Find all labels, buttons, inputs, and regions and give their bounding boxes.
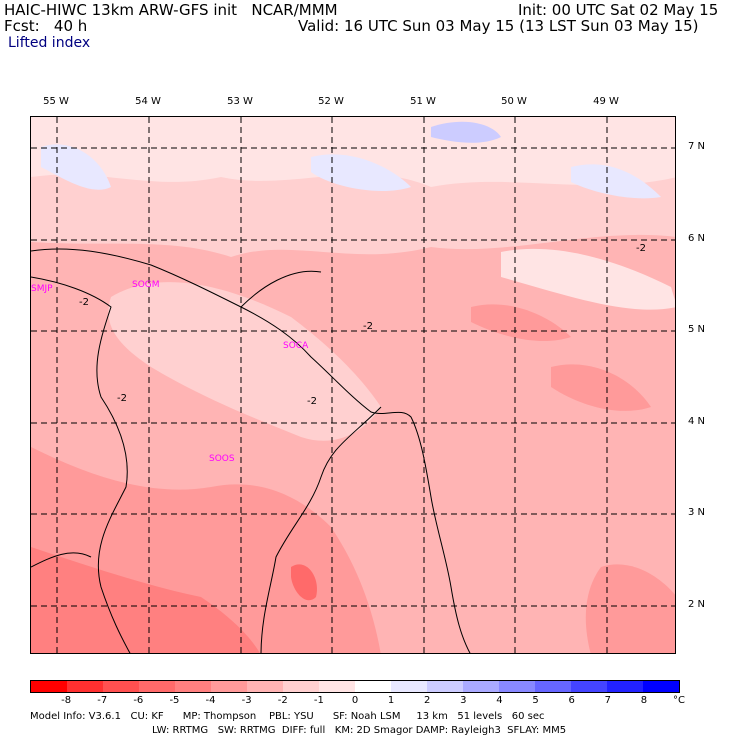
colorbar-swatch — [535, 681, 571, 692]
model-info-line2: LW: RRTMG SW: RRTMG DIFF: full KM: 2D Sm… — [152, 725, 567, 736]
contour-label: -2 — [79, 297, 89, 308]
station-label: SOOS — [209, 454, 235, 464]
lat-label: 5 N — [688, 324, 706, 335]
lon-label: 54 W — [135, 96, 161, 107]
field-dark-patch — [471, 304, 571, 342]
colorbar-swatch — [283, 681, 319, 692]
colorbar-tick-label: 0 — [351, 695, 359, 706]
lon-label: 50 W — [501, 96, 527, 107]
station-label: SOGM — [132, 280, 160, 290]
lat-label: 7 N — [688, 141, 706, 152]
lat-lon-grid — [31, 117, 675, 653]
lifted-index-field — [31, 117, 675, 653]
colorbar — [30, 680, 680, 693]
colorbar-tick-label: 6 — [568, 695, 575, 706]
colorbar-tick-label: -1 — [313, 695, 324, 706]
colorbar-tick-label: 1 — [387, 695, 395, 706]
lat-label: 4 N — [688, 416, 706, 427]
colorbar-swatch — [175, 681, 211, 692]
field-coastal-light — [108, 282, 382, 441]
contour-label: -2 — [363, 321, 373, 332]
model-info-line1: Model Info: V3.6.1 CU: KF MP: Thompson P… — [30, 711, 545, 722]
contour-label: -2 — [636, 243, 646, 254]
lon-label: 53 W — [227, 96, 253, 107]
colorbar-swatch — [211, 681, 247, 692]
lon-label: 51 W — [410, 96, 436, 107]
colorbar-tick-label: 8 — [640, 695, 648, 706]
lat-label: 6 N — [688, 233, 706, 244]
lon-label: 55 W — [43, 96, 69, 107]
colorbar-tick-label: -4 — [205, 695, 216, 706]
field-blue-patch — [571, 164, 661, 199]
colorbar-tick-label: -7 — [97, 695, 108, 706]
plot-title: HAIC-HIWC 13km ARW-GFS init NCAR/MMM — [4, 1, 338, 19]
init-time: Init: 00 UTC Sat 02 May 15 — [518, 1, 719, 19]
colorbar-swatch — [643, 681, 679, 692]
field-blue-patch — [431, 121, 501, 143]
colorbar-tick-label: -5 — [169, 695, 180, 706]
colorbar-tick-label: 4 — [496, 695, 503, 706]
colorbar-tick-label: 7 — [604, 695, 611, 706]
colorbar-swatch — [139, 681, 175, 692]
station-label: SOCA — [283, 341, 309, 351]
colorbar-tick-label: -3 — [241, 695, 252, 706]
field-blue-patch — [41, 144, 111, 190]
colorbar-unit: °C — [673, 695, 685, 706]
field-band-lighter — [31, 117, 675, 187]
colorbar-swatch — [31, 681, 67, 692]
colorbar-swatch — [355, 681, 391, 692]
lat-label: 3 N — [688, 507, 706, 518]
lat-label: 2 N — [688, 599, 706, 610]
colorbar-swatch — [427, 681, 463, 692]
colorbar-tick-label: -8 — [61, 695, 72, 706]
field-darkest-patch — [291, 564, 317, 601]
colorbar-swatch — [103, 681, 139, 692]
colorbar-swatch — [67, 681, 103, 692]
contour-label: -2 — [307, 396, 317, 407]
colorbar-swatch — [391, 681, 427, 692]
colorbar-swatch — [463, 681, 499, 692]
field-darkest-south — [31, 547, 260, 653]
colorbar-tick-label: -2 — [277, 695, 288, 706]
contour-label: -2 — [117, 393, 127, 404]
coastline — [31, 248, 471, 653]
colorbar-tick-label: 3 — [460, 695, 467, 706]
colorbar-tick-label: 2 — [424, 695, 431, 706]
lon-label: 49 W — [593, 96, 619, 107]
colorbar-swatch — [247, 681, 283, 692]
colorbar-swatch — [607, 681, 643, 692]
valid-time: Valid: 16 UTC Sun 03 May 15 (13 LST Sun … — [298, 17, 699, 35]
lon-label: 52 W — [318, 96, 344, 107]
field-dark-patch — [585, 564, 675, 653]
colorbar-tick-label: -6 — [133, 695, 144, 706]
field-blue-patch — [311, 154, 411, 192]
forecast-hour: Fcst: 40 h — [4, 17, 88, 35]
field-dark-patch — [551, 364, 651, 411]
colorbar-swatch — [499, 681, 535, 692]
map-panel: SMJP SOGM SOCA SOOS -2 -2 -2 -2 -2 — [30, 116, 676, 654]
colorbar-tick-label: 5 — [532, 695, 539, 706]
field-name: Lifted index — [8, 35, 91, 51]
station-label: SMJP — [31, 284, 53, 294]
field-light-patch — [501, 248, 675, 310]
colorbar-swatch — [319, 681, 355, 692]
colorbar-swatch — [571, 681, 607, 692]
